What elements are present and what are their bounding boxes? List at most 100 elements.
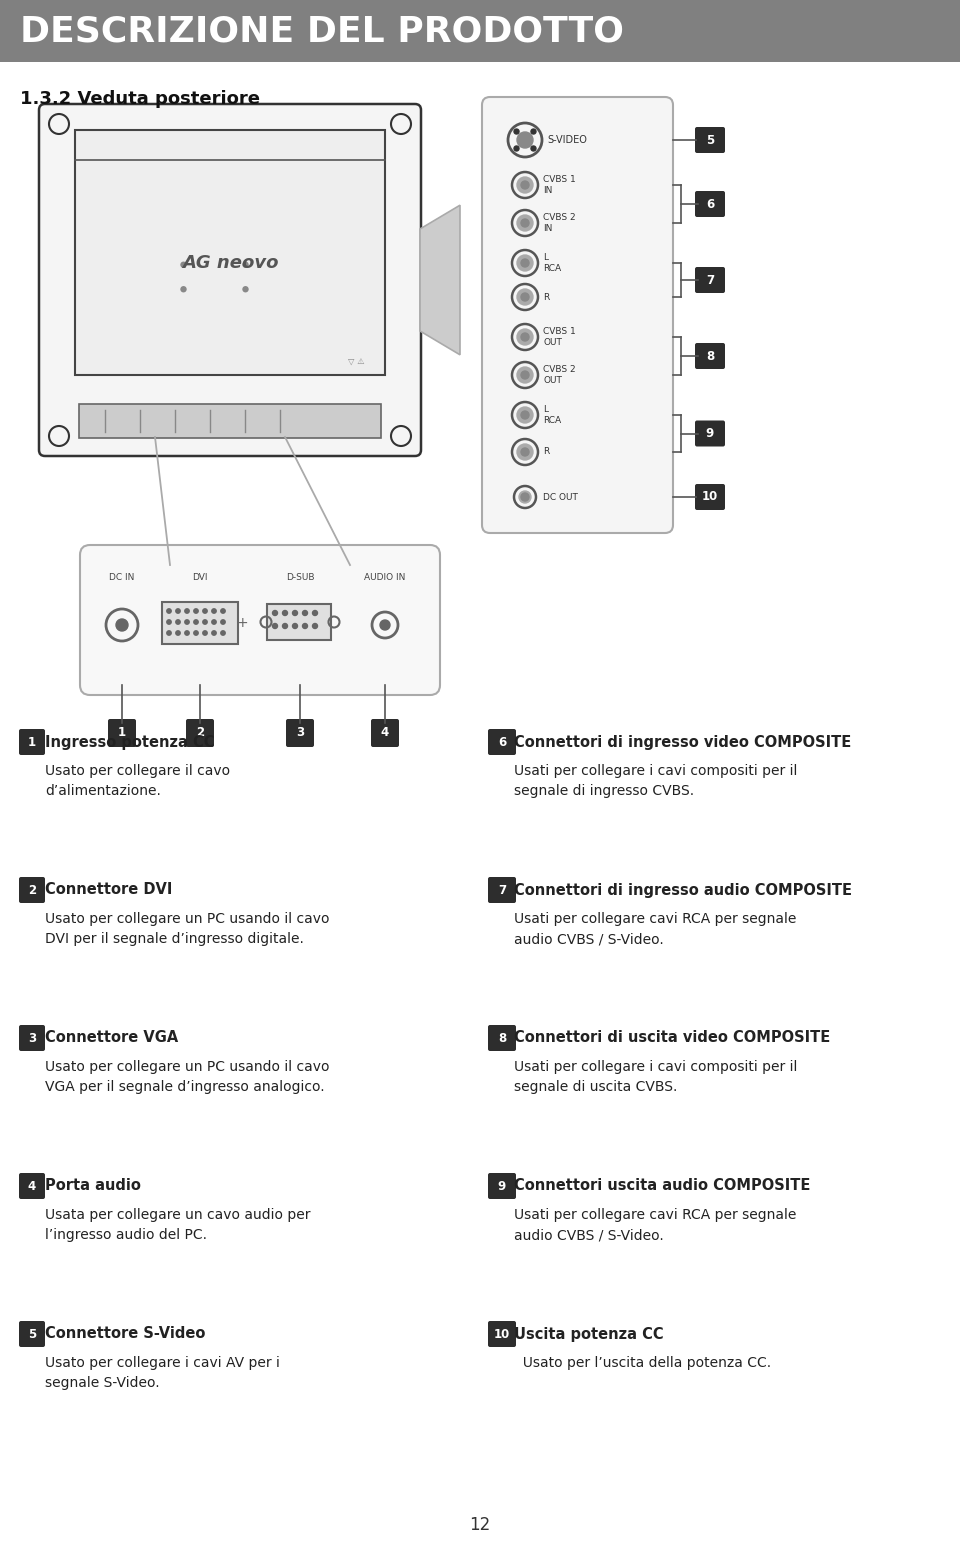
Text: Connettori di ingresso audio COMPOSITE: Connettori di ingresso audio COMPOSITE (514, 882, 852, 897)
FancyBboxPatch shape (695, 267, 725, 293)
Text: 12: 12 (469, 1516, 491, 1534)
Text: D-SUB: D-SUB (286, 574, 314, 581)
Circle shape (184, 631, 189, 635)
Text: Connettori di uscita video COMPOSITE: Connettori di uscita video COMPOSITE (514, 1031, 830, 1046)
FancyBboxPatch shape (695, 343, 725, 369)
Circle shape (521, 219, 529, 226)
FancyBboxPatch shape (371, 719, 399, 747)
Circle shape (194, 620, 198, 625)
Text: 2: 2 (28, 883, 36, 896)
Circle shape (517, 132, 533, 147)
Text: 7: 7 (498, 883, 506, 896)
Circle shape (184, 620, 189, 625)
Circle shape (521, 493, 529, 501)
Text: Usato per collegare un PC usando il cavo
DVI per il segnale d’ingresso digitale.: Usato per collegare un PC usando il cavo… (45, 911, 329, 946)
Circle shape (521, 370, 529, 380)
FancyBboxPatch shape (19, 1025, 45, 1051)
Text: 3: 3 (296, 727, 304, 739)
Text: 9: 9 (498, 1180, 506, 1192)
Circle shape (517, 177, 533, 194)
Circle shape (293, 623, 298, 628)
Text: Usato per collegare un PC usando il cavo
VGA per il segnale d’ingresso analogico: Usato per collegare un PC usando il cavo… (45, 1060, 329, 1094)
Circle shape (302, 611, 307, 615)
Text: 8: 8 (498, 1031, 506, 1045)
Text: ▽ ⚠: ▽ ⚠ (348, 358, 365, 367)
Circle shape (514, 129, 519, 133)
Text: 2: 2 (196, 727, 204, 739)
Circle shape (184, 609, 189, 614)
Circle shape (116, 618, 128, 631)
Circle shape (313, 623, 318, 628)
FancyBboxPatch shape (488, 1173, 516, 1200)
Circle shape (212, 620, 216, 625)
Circle shape (203, 620, 207, 625)
Circle shape (282, 611, 287, 615)
Text: L
RCA: L RCA (543, 253, 562, 273)
Circle shape (521, 411, 529, 418)
FancyBboxPatch shape (488, 1321, 516, 1347)
Text: S-VIDEO: S-VIDEO (547, 135, 587, 146)
Text: Connettore DVI: Connettore DVI (45, 882, 173, 897)
Text: CVBS 1
IN: CVBS 1 IN (543, 175, 576, 195)
FancyBboxPatch shape (695, 484, 725, 510)
FancyBboxPatch shape (186, 719, 214, 747)
Text: Usato per collegare il cavo
d’alimentazione.: Usato per collegare il cavo d’alimentazi… (45, 764, 230, 798)
Circle shape (313, 611, 318, 615)
Circle shape (517, 329, 533, 346)
FancyBboxPatch shape (75, 130, 385, 375)
Circle shape (302, 623, 307, 628)
Circle shape (517, 288, 533, 305)
Text: 5: 5 (28, 1327, 36, 1341)
Circle shape (517, 256, 533, 271)
Text: R: R (543, 293, 549, 302)
Text: 6: 6 (498, 736, 506, 749)
Circle shape (517, 408, 533, 423)
FancyBboxPatch shape (286, 719, 314, 747)
Circle shape (521, 448, 529, 456)
Polygon shape (420, 205, 460, 355)
Text: Connettori di ingresso video COMPOSITE: Connettori di ingresso video COMPOSITE (514, 735, 852, 750)
Text: 8: 8 (706, 349, 714, 363)
Text: Porta audio: Porta audio (45, 1178, 141, 1194)
Circle shape (176, 631, 180, 635)
Text: 6: 6 (706, 197, 714, 211)
Circle shape (531, 129, 536, 133)
Text: Connettore VGA: Connettore VGA (45, 1031, 179, 1046)
Text: Usati per collegare cavi RCA per segnale
audio CVBS / S-Video.: Usati per collegare cavi RCA per segnale… (514, 1207, 797, 1242)
Circle shape (521, 333, 529, 341)
Text: 7: 7 (706, 273, 714, 287)
FancyBboxPatch shape (482, 98, 673, 533)
Circle shape (181, 287, 186, 291)
Circle shape (519, 491, 531, 504)
Circle shape (273, 623, 277, 628)
Circle shape (521, 293, 529, 301)
FancyBboxPatch shape (19, 877, 45, 904)
FancyBboxPatch shape (39, 104, 421, 456)
Text: Uscita potenza CC: Uscita potenza CC (514, 1327, 663, 1341)
Text: Usato per l’uscita della potenza CC.: Usato per l’uscita della potenza CC. (514, 1356, 771, 1370)
Text: 4: 4 (381, 727, 389, 739)
Text: 10: 10 (702, 490, 718, 504)
Text: Connettore S-Video: Connettore S-Video (45, 1327, 205, 1341)
Text: 5: 5 (706, 133, 714, 147)
FancyBboxPatch shape (19, 1321, 45, 1347)
Text: CVBS 2
OUT: CVBS 2 OUT (543, 366, 576, 384)
Circle shape (243, 287, 248, 291)
Circle shape (221, 620, 226, 625)
Circle shape (521, 181, 529, 189)
Circle shape (514, 146, 519, 150)
Bar (0, 0, 960, 62)
Circle shape (282, 623, 287, 628)
Text: 4: 4 (28, 1180, 36, 1192)
FancyBboxPatch shape (488, 728, 516, 755)
FancyBboxPatch shape (488, 1025, 516, 1051)
FancyBboxPatch shape (488, 877, 516, 904)
Circle shape (517, 367, 533, 383)
Text: +: + (236, 615, 248, 629)
Text: 3: 3 (28, 1031, 36, 1045)
Text: L
RCA: L RCA (543, 405, 562, 425)
Text: AG neovo: AG neovo (181, 254, 278, 271)
Text: DC OUT: DC OUT (543, 493, 578, 502)
Circle shape (203, 609, 207, 614)
Circle shape (521, 259, 529, 267)
